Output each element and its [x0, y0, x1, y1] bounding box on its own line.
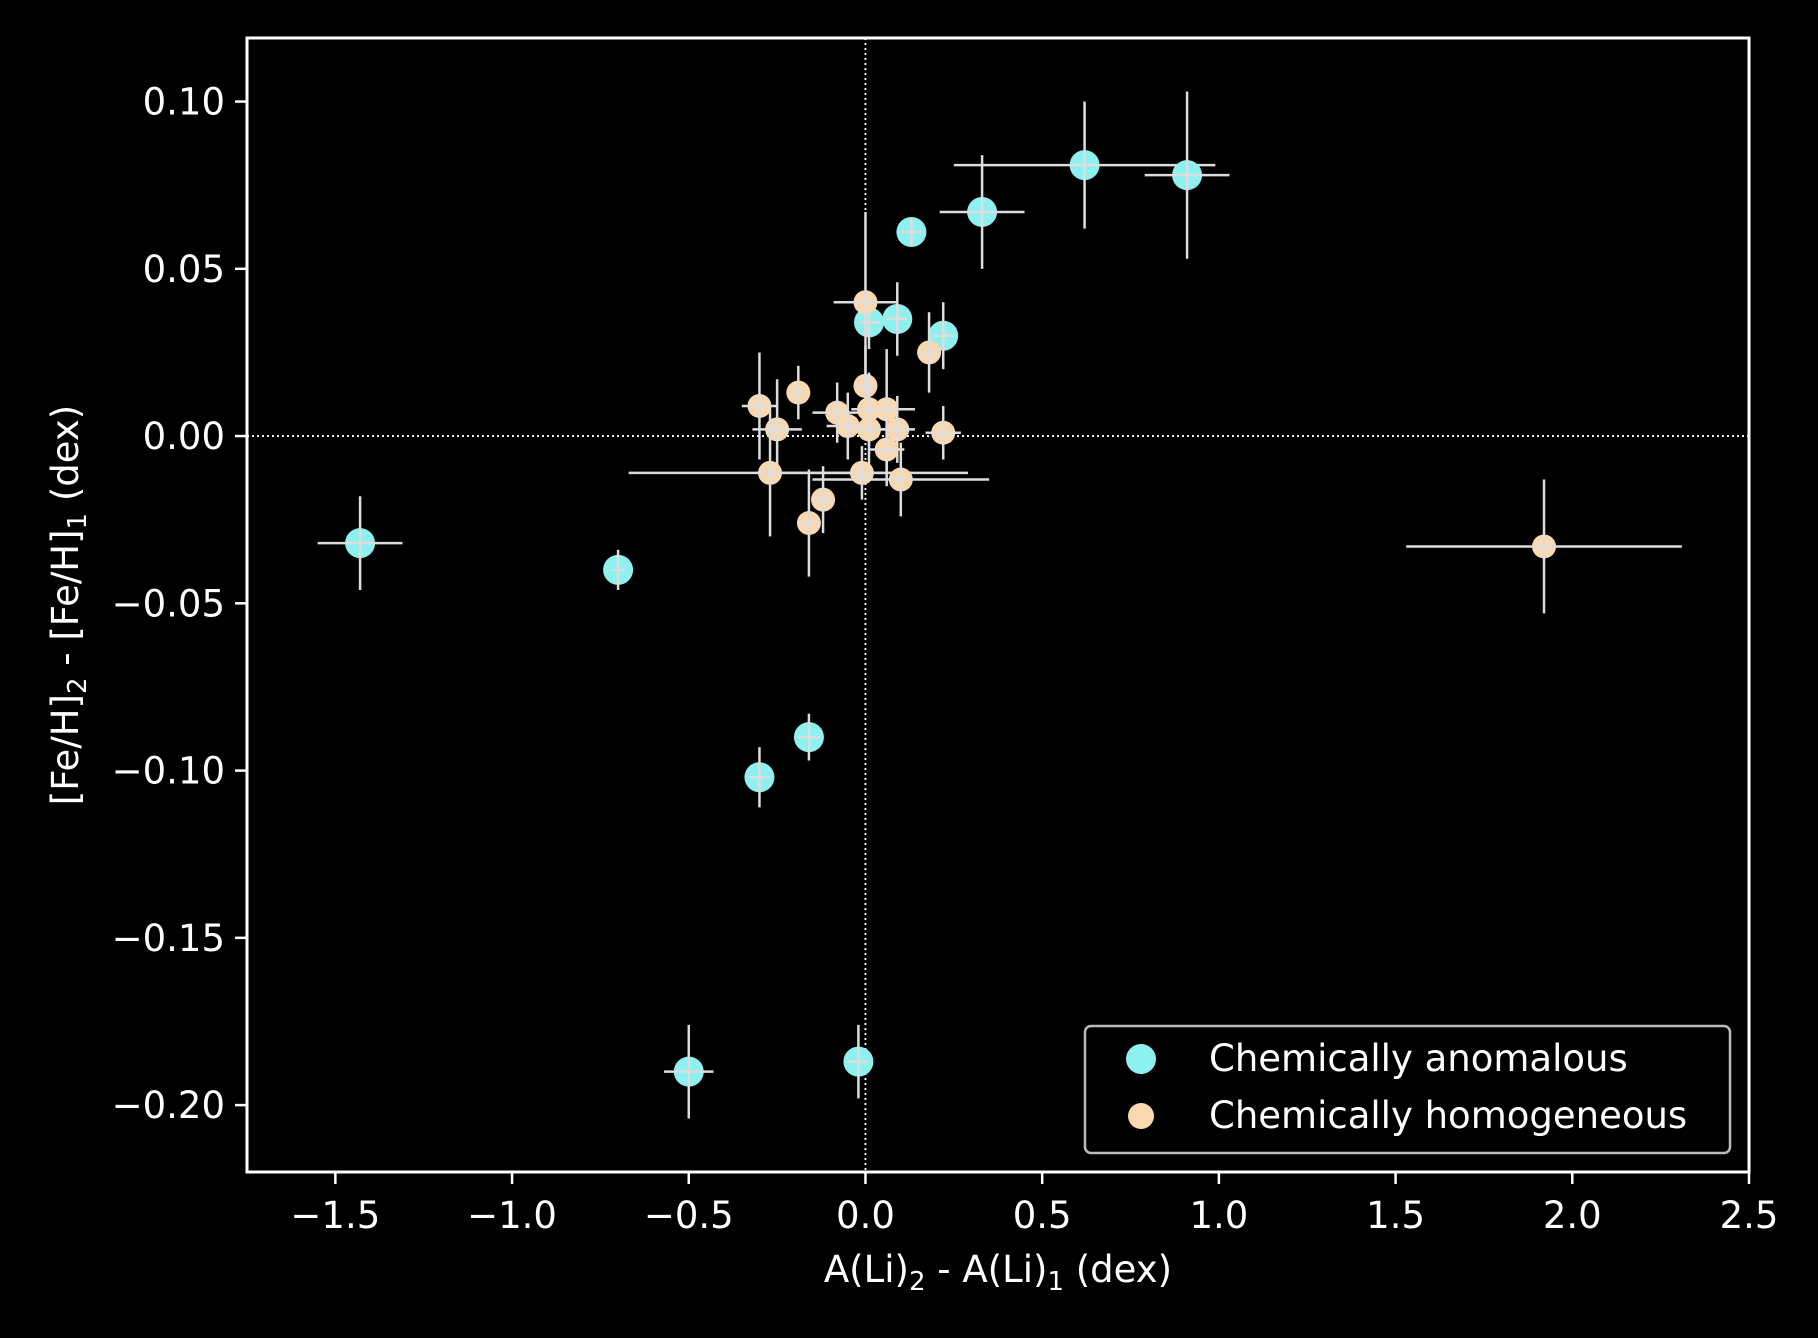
data-point-group — [851, 389, 887, 470]
legend: Chemically anomalous Chemically homogene… — [1083, 1024, 1732, 1155]
series-anomalous — [317, 91, 1230, 1119]
x-tick-label: −1.5 — [290, 1194, 380, 1237]
data-point-group — [1406, 479, 1682, 614]
legend-marker-homogeneous — [1128, 1103, 1154, 1129]
series-homogeneous — [628, 211, 1682, 614]
data-point-group — [896, 217, 927, 248]
data-points — [317, 91, 1682, 1119]
data-point-group — [882, 282, 913, 356]
x-tick-label: 0.0 — [836, 1194, 895, 1237]
x-tick-label: −1.0 — [467, 1194, 557, 1237]
data-point-group — [741, 352, 778, 460]
y-tick-label: 0.05 — [143, 248, 225, 291]
x-tick-label: 2.5 — [1720, 1194, 1779, 1237]
y-tick-label: 0.00 — [143, 415, 225, 458]
x-axis-label: A(Li)2 - A(Li)1 (dex) — [824, 1248, 1172, 1297]
x-tick-label: −0.5 — [644, 1194, 734, 1237]
data-point-group — [603, 549, 634, 590]
legend-marker-anomalous — [1126, 1044, 1156, 1074]
data-point-group — [843, 1024, 874, 1099]
data-point-group — [953, 101, 1216, 229]
legend-label-anomalous: Chemically anomalous — [1209, 1037, 1628, 1080]
x-tick-label: 1.5 — [1366, 1194, 1425, 1237]
x-tick-label: 0.5 — [1013, 1194, 1072, 1237]
x-tick-label: 2.0 — [1543, 1194, 1602, 1237]
y-tick-label: −0.05 — [112, 582, 225, 625]
y-tick-label: −0.20 — [112, 1084, 225, 1127]
y-tick-label: 0.10 — [143, 81, 225, 124]
plot-frame — [245, 36, 1751, 1174]
data-point-group — [917, 312, 942, 393]
data-point-group — [317, 496, 403, 590]
data-point-group — [812, 442, 990, 517]
x-tick-label: 1.0 — [1189, 1194, 1248, 1237]
data-point-group — [786, 365, 811, 420]
x-axis-ticks: −1.5 −1.0 −0.5 0.0 0.5 1.0 1.5 2.0 2.5 — [290, 1172, 1778, 1237]
y-tick-label: −0.15 — [112, 917, 225, 960]
data-point-group — [939, 155, 1025, 269]
legend-box — [1083, 1024, 1732, 1155]
data-point-group — [796, 469, 821, 577]
y-axis-label: [Fe/H]2 - [Fe/H]1 (dex) — [44, 405, 93, 805]
data-point-group — [1144, 91, 1230, 259]
y-axis-ticks: 0.10 0.05 0.00 −0.05 −0.10 −0.15 −0.20 — [112, 81, 247, 1127]
data-point-group — [811, 466, 836, 534]
data-point-group — [744, 747, 775, 808]
y-tick-label: −0.10 — [112, 750, 225, 793]
data-point-group — [925, 405, 961, 460]
data-point-group — [664, 1024, 714, 1119]
reference-lines — [247, 38, 1749, 1172]
data-point-group — [793, 713, 824, 761]
legend-label-homogeneous: Chemically homogeneous — [1209, 1094, 1687, 1137]
